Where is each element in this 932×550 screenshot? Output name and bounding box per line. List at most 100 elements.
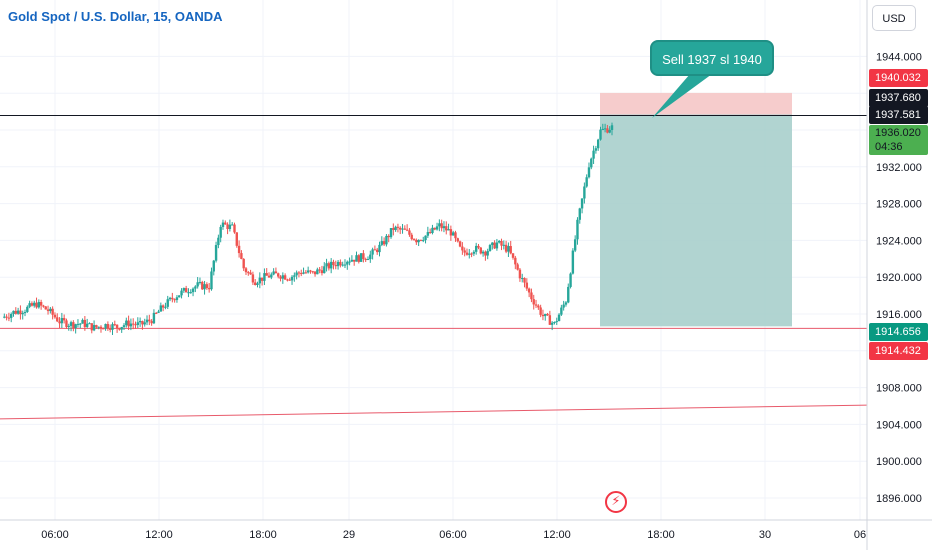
candle-body: [277, 273, 280, 277]
candle-body: [270, 274, 273, 278]
candle-body: [440, 223, 443, 229]
candle-body: [486, 250, 489, 256]
candle-body: [376, 249, 379, 253]
candle-body: [83, 319, 87, 327]
candle-body: [161, 305, 165, 308]
candle-body: [152, 312, 156, 324]
candle-body: [51, 308, 54, 315]
candle-body: [373, 249, 377, 251]
candle-body: [33, 302, 36, 306]
candle-body: [426, 232, 430, 236]
grid-lines: [0, 0, 867, 520]
candle-body: [194, 286, 197, 289]
target-zone: [600, 114, 792, 327]
candle-body: [465, 252, 469, 255]
candle-body: [235, 232, 238, 246]
y-tick-label: 1916.000: [876, 309, 922, 321]
candle-body: [293, 275, 296, 277]
candle-body: [265, 273, 268, 276]
flash-event-icon[interactable]: ⚡: [605, 491, 627, 513]
candle-body: [396, 226, 400, 228]
candle-body: [477, 245, 480, 248]
candle-body: [458, 241, 462, 247]
trend-line: [0, 404, 868, 420]
candle-body: [461, 246, 464, 251]
price-tag: 1937.680: [869, 89, 928, 107]
candle-body: [233, 224, 236, 233]
candle-body: [387, 235, 390, 238]
candle-body: [69, 322, 73, 326]
candle-body: [339, 261, 342, 266]
candle-body: [30, 303, 34, 306]
candle-body: [488, 245, 492, 251]
candle-body: [548, 315, 552, 325]
candle-body: [560, 307, 563, 315]
countdown-label: 04:36: [875, 141, 903, 153]
candle-body: [164, 306, 167, 308]
trade-callout[interactable]: Sell 1937 sl 1940: [650, 40, 774, 76]
candle-body: [346, 261, 349, 265]
candle-body: [491, 242, 494, 246]
candle-body: [136, 322, 140, 326]
candle-body: [573, 239, 577, 251]
candle-body: [557, 314, 561, 322]
candle-body: [10, 314, 13, 318]
candle-body: [76, 323, 80, 325]
candle-body: [474, 245, 478, 252]
candle-body: [323, 266, 326, 274]
x-tick-label: 06:00: [439, 529, 467, 541]
candle-body: [258, 277, 262, 284]
candle-body: [242, 258, 245, 269]
x-tick-label: 29: [343, 529, 355, 541]
y-tick-label: 1908.000: [876, 383, 922, 395]
candle-body: [539, 307, 542, 315]
candle-body: [435, 226, 439, 230]
candle-body: [481, 251, 485, 254]
candle-body: [541, 314, 545, 317]
candle-body: [550, 322, 554, 325]
candle-body: [67, 325, 70, 327]
candle-body: [166, 299, 169, 307]
price-tag: 1914.432: [869, 342, 928, 360]
y-tick-label: 1900.000: [876, 456, 922, 468]
candle-body: [327, 263, 331, 269]
candle-body: [385, 235, 388, 245]
candle-body: [498, 240, 501, 243]
candle-body: [39, 301, 43, 306]
candle-body: [516, 264, 519, 270]
candle-body: [56, 317, 59, 322]
y-tick-label: 1928.000: [876, 199, 922, 211]
currency-button[interactable]: USD: [872, 5, 916, 31]
candle-body: [49, 308, 52, 312]
candle-body: [263, 273, 266, 281]
candle-body: [405, 229, 409, 231]
candle-body: [382, 241, 386, 245]
candle-body: [148, 319, 151, 322]
candle-body: [138, 320, 142, 323]
candle-body: [546, 313, 549, 316]
candle-body: [81, 319, 84, 324]
y-tick-label: 1920.000: [876, 272, 922, 284]
candle-body: [594, 148, 598, 151]
candle-body: [288, 279, 291, 281]
candle-body: [221, 222, 225, 227]
candle-body: [99, 326, 103, 329]
candle-body: [244, 268, 248, 273]
candle-body: [576, 219, 579, 240]
candle-body: [212, 260, 215, 272]
candle-body: [297, 272, 301, 274]
candle-body: [228, 224, 232, 230]
candle-body: [378, 244, 381, 253]
candle-body: [260, 277, 264, 281]
candle-body: [500, 240, 503, 246]
candle-body: [145, 319, 149, 323]
candle-body: [53, 314, 57, 318]
candle-body: [178, 295, 181, 298]
candle-body: [132, 323, 135, 325]
candle-body: [79, 323, 82, 325]
candle-body: [102, 328, 105, 330]
candle-body: [451, 232, 455, 236]
candle-body: [58, 321, 61, 324]
candle-body: [272, 271, 275, 275]
